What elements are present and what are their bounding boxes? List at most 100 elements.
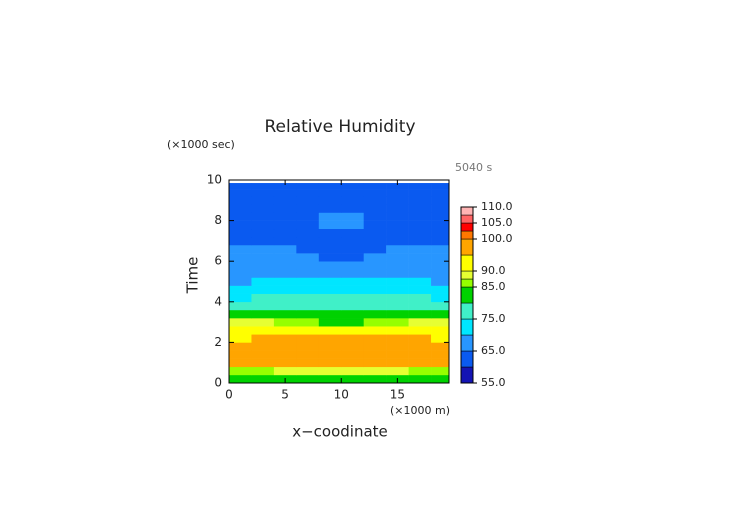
field-cell <box>341 326 364 335</box>
field-cell <box>386 228 409 238</box>
field-cell <box>273 228 297 238</box>
field-cell <box>273 196 297 205</box>
colorbar-tick-label: 85.0 <box>481 280 506 293</box>
field-cell <box>341 189 364 197</box>
colorbar-tick-label: 105.0 <box>481 216 513 229</box>
field-cell <box>318 228 342 238</box>
colorbar-segment <box>460 230 474 240</box>
field-cell <box>386 358 409 368</box>
field-cell <box>408 183 432 190</box>
field-cell <box>273 183 297 190</box>
field-cell <box>229 334 252 343</box>
field-cell <box>408 366 432 376</box>
field-cell <box>341 334 364 343</box>
field-cell <box>273 189 297 197</box>
field-cell <box>296 293 320 303</box>
field-cell <box>363 196 387 205</box>
field-cell <box>386 342 409 351</box>
field-cell <box>386 318 409 327</box>
field-cell <box>386 350 409 359</box>
field-cell <box>408 326 432 335</box>
field-cell <box>386 301 409 311</box>
field-cell <box>318 189 342 197</box>
field-cell <box>251 285 275 294</box>
field-cell <box>431 183 449 190</box>
field-cell <box>296 212 320 221</box>
field-cell <box>296 220 320 230</box>
field-cell <box>431 220 449 230</box>
field-cell <box>273 277 297 286</box>
y-tick-label: 8 <box>214 213 222 227</box>
field-cell <box>229 204 252 213</box>
colorbar-segment <box>460 318 474 336</box>
field-cell <box>296 196 320 205</box>
field-cell <box>318 358 342 368</box>
x-unit-label: (×1000 m) <box>390 404 450 417</box>
field-cell <box>363 374 387 383</box>
plot-frame <box>228 179 450 384</box>
field-cell <box>363 269 387 278</box>
colorbar-segment <box>460 254 474 272</box>
colorbar-tick-label: 65.0 <box>481 344 506 357</box>
y-tick-label: 2 <box>214 335 222 349</box>
field-cell <box>296 189 320 197</box>
field-cell <box>229 309 252 319</box>
field-cell <box>363 358 387 368</box>
field-cell <box>431 326 449 335</box>
field-cell <box>341 261 364 270</box>
y-tick-label: 10 <box>207 173 222 187</box>
field-cell <box>318 253 342 262</box>
field-cell <box>296 358 320 368</box>
field-cell <box>273 293 297 303</box>
field-cell <box>408 228 432 238</box>
field-cell <box>363 220 387 230</box>
field-cell <box>296 374 320 383</box>
field-cell <box>251 261 275 270</box>
y-tick-label: 0 <box>214 376 222 390</box>
field-cell <box>386 189 409 197</box>
field-cell <box>408 261 432 270</box>
field-cell <box>229 261 252 270</box>
field-cell <box>229 253 252 262</box>
field-cell <box>363 334 387 343</box>
field-cell <box>318 309 342 319</box>
field-cell <box>318 334 342 343</box>
field-cell <box>341 301 364 311</box>
field-cell <box>273 204 297 213</box>
field-cell <box>296 244 320 254</box>
field-cell <box>341 220 364 230</box>
field-cell <box>296 285 320 294</box>
y-unit-label: (×1000 sec) <box>167 138 235 151</box>
field-cell <box>229 374 252 383</box>
field-cell <box>408 277 432 286</box>
field-cell <box>251 189 275 197</box>
colorbar-segment <box>460 214 474 224</box>
field-cell <box>363 236 387 246</box>
field-cell <box>273 350 297 359</box>
field-cell <box>296 309 320 319</box>
field-cell <box>229 220 252 230</box>
field-cell <box>229 293 252 303</box>
field-cell <box>431 244 449 254</box>
field-cell <box>251 293 275 303</box>
field-cell <box>273 334 297 343</box>
field-cell <box>408 269 432 278</box>
field-cell <box>363 366 387 376</box>
field-cell <box>273 212 297 221</box>
field-cell <box>431 253 449 262</box>
field-cell <box>318 293 342 303</box>
field-cell <box>296 334 320 343</box>
field-cell <box>251 277 275 286</box>
field-cell <box>273 285 297 294</box>
field-cell <box>296 326 320 335</box>
field-cell <box>363 228 387 238</box>
field-cell <box>341 228 364 238</box>
field-cell <box>251 326 275 335</box>
field-cell <box>431 318 449 327</box>
field-cell <box>229 350 252 359</box>
field-cell <box>318 269 342 278</box>
field-cell <box>386 334 409 343</box>
field-cell <box>273 301 297 311</box>
field-cell <box>386 269 409 278</box>
